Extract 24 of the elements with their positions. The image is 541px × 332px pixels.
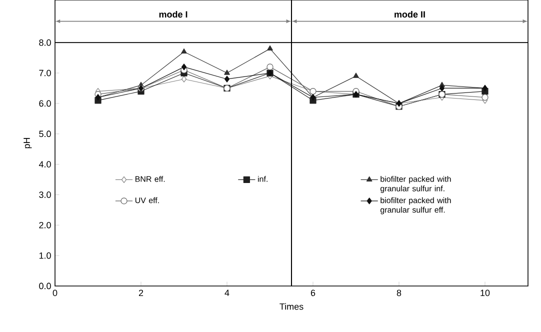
legend-label: inf. [258,176,268,182]
x-tick-label: 6 [310,290,316,296]
y-tick-label: 6.0 [39,100,51,107]
y-tick-label: 4.0 [38,161,51,168]
annotation: mode I [159,10,188,18]
x-axis-title: Times [280,303,304,310]
y-tick-label: 1.0 [39,252,51,259]
y-axis-title: pH [24,138,32,148]
x-tick-label: 8 [396,290,402,296]
y-tick-label: 5.0 [39,130,51,138]
y-tick-label: 7.0 [39,70,51,76]
legend-label: biofilter packed with granular sulfur inf. [380,176,451,193]
legend-label: BNR eff. [135,176,165,182]
annotation: mode II [394,10,425,18]
x-tick-label: 2 [138,290,144,296]
y-tick-label: 0.0 [39,282,51,290]
legend-label: biofilter packed with granular sulfur eff. [380,197,451,214]
y-tick-label: 8.0 [39,39,51,46]
y-tick-label: 3.0 [39,192,51,198]
y-tick-label: 2.0 [39,222,51,228]
x-tick-label: 10 [480,290,490,296]
x-tick-label: 0 [52,290,58,296]
x-tick-label: 4 [224,290,230,296]
legend-label: UV eff. [135,197,159,204]
